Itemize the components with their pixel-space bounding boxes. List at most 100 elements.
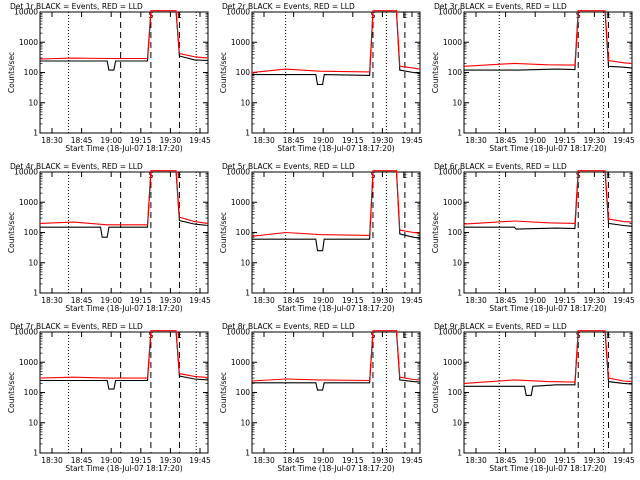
y-tick-label: 1 <box>33 449 38 458</box>
x-tick-label: 18:30 <box>465 456 487 465</box>
y-tick-label: 10000 <box>14 8 38 17</box>
detector-panel-2: Det 2r BLACK = Events, RED = LLD 1 10 100 10… <box>219 2 423 153</box>
y-axis-label: Counts/sec <box>431 212 440 253</box>
detector-panel-4: Det 4r BLACK = Events, RED = LLD 1 10 100 10… <box>7 162 211 313</box>
y-tick-label: 1 <box>245 449 250 458</box>
x-tick-label: 18:45 <box>495 456 517 465</box>
x-tick-label: 19:45 <box>401 136 423 145</box>
x-axis-label: Start Time (18-Jul-07 18:17:20) <box>277 464 394 473</box>
x-tick-label: 19:45 <box>401 296 423 305</box>
detector-panel-5: Det 5r BLACK = Events, RED = LLD 1 10 100 10… <box>219 162 423 313</box>
panel-title: Det 8r BLACK = Events, RED = LLD <box>222 322 355 331</box>
y-axis-label: Counts/sec <box>7 212 16 253</box>
top-marker-e: E <box>177 331 182 340</box>
x-tick-label: 18:30 <box>41 296 63 305</box>
panel-title: Det 3r BLACK = Events, RED = LLD <box>434 2 567 11</box>
x-tick-label: 19:30 <box>372 296 394 305</box>
x-tick-label: 19:15 <box>554 456 576 465</box>
top-marker-e: E <box>606 11 611 20</box>
events-series-line <box>252 331 421 391</box>
x-tick-label: 19:00 <box>524 456 546 465</box>
y-tick-label: 1000 <box>231 358 250 367</box>
x-tick-label: 18:45 <box>495 296 517 305</box>
lld-series-line <box>251 10 421 74</box>
y-tick-label: 10 <box>28 418 38 427</box>
top-marker-e: E <box>403 171 408 180</box>
panel-title: Det 2r BLACK = Events, RED = LLD <box>222 2 355 11</box>
x-tick-label: 19:15 <box>554 136 576 145</box>
y-axis-label: Counts/sec <box>7 372 16 413</box>
x-tick-label: 18:30 <box>465 296 487 305</box>
y-tick-label: 1 <box>457 449 462 458</box>
top-marker-e: E <box>606 331 611 340</box>
y-tick-label: 100 <box>24 388 39 397</box>
panel-title: Det 6r BLACK = Events, RED = LLD <box>434 162 567 171</box>
x-tick-label: 19:15 <box>130 456 152 465</box>
x-tick-label: 19:30 <box>584 136 606 145</box>
x-tick-label: 19:45 <box>189 456 211 465</box>
y-tick-label: 10 <box>452 418 462 427</box>
y-axis-label: Counts/sec <box>431 52 440 93</box>
x-axis-label: Start Time (18-Jul-07 18:17:20) <box>65 304 182 313</box>
y-tick-label: 1000 <box>443 358 462 367</box>
y-tick-label: 10000 <box>14 328 38 337</box>
events-series-line <box>40 171 209 238</box>
detector-panel-3: Det 3r BLACK = Events, RED = LLD 1 10 100 10… <box>431 2 635 153</box>
y-axis-label: Counts/sec <box>7 52 16 93</box>
events-series-line <box>252 171 421 252</box>
x-tick-label: 19:00 <box>100 456 122 465</box>
x-tick-label: 19:30 <box>584 296 606 305</box>
top-marker-e: E <box>606 171 611 180</box>
events-series-line <box>464 331 633 396</box>
x-tick-label: 18:30 <box>41 456 63 465</box>
top-marker-e: E <box>177 171 182 180</box>
detector-panel-9: Det 9r BLACK = Events, RED = LLD 1 10 100 10… <box>431 322 635 473</box>
y-tick-label: 1 <box>245 129 250 138</box>
y-tick-label: 10000 <box>226 168 250 177</box>
x-tick-label: 18:45 <box>495 136 517 145</box>
y-tick-label: 10 <box>28 98 38 107</box>
y-axis-label: Counts/sec <box>219 212 228 253</box>
x-tick-label: 18:45 <box>71 456 93 465</box>
y-tick-label: 10000 <box>438 328 462 337</box>
x-tick-label: 19:00 <box>524 136 546 145</box>
top-marker-e: E <box>403 11 408 20</box>
panel-title: Det 4r BLACK = Events, RED = LLD <box>10 162 143 171</box>
y-tick-label: 100 <box>448 388 463 397</box>
x-tick-label: 19:00 <box>312 136 334 145</box>
top-marker-e: E <box>177 11 182 20</box>
x-tick-label: 19:45 <box>401 456 423 465</box>
x-tick-label: 18:45 <box>283 296 305 305</box>
top-marker-e: E <box>403 331 408 340</box>
detector-panel-8: Det 8r BLACK = Events, RED = LLD 1 10 100 10… <box>219 322 423 473</box>
x-tick-label: 19:15 <box>342 296 364 305</box>
events-series-line <box>40 331 209 390</box>
x-tick-label: 19:15 <box>342 136 364 145</box>
x-axis-label: Start Time (18-Jul-07 18:17:20) <box>277 144 394 153</box>
x-tick-label: 18:45 <box>283 456 305 465</box>
y-tick-label: 10 <box>452 258 462 267</box>
y-tick-label: 10 <box>240 98 250 107</box>
x-tick-label: 19:45 <box>613 456 635 465</box>
y-tick-label: 1 <box>33 129 38 138</box>
events-series-line <box>252 11 421 86</box>
x-tick-label: 19:30 <box>584 456 606 465</box>
y-tick-label: 1 <box>245 289 250 298</box>
x-tick-label: 19:15 <box>554 296 576 305</box>
y-tick-label: 10000 <box>438 8 462 17</box>
x-tick-label: 19:45 <box>613 296 635 305</box>
x-tick-label: 18:30 <box>41 136 63 145</box>
lld-series-line <box>251 170 421 237</box>
x-tick-label: 19:15 <box>342 456 364 465</box>
lld-series-line <box>251 330 421 382</box>
x-tick-label: 18:30 <box>253 136 275 145</box>
y-axis-label: Counts/sec <box>219 52 228 93</box>
panel-title: Det 9r BLACK = Events, RED = LLD <box>434 322 567 331</box>
y-tick-label: 1000 <box>19 38 38 47</box>
x-tick-label: 19:45 <box>613 136 635 145</box>
x-tick-label: 19:15 <box>130 136 152 145</box>
y-tick-label: 10000 <box>226 8 250 17</box>
x-tick-label: 19:00 <box>100 296 122 305</box>
